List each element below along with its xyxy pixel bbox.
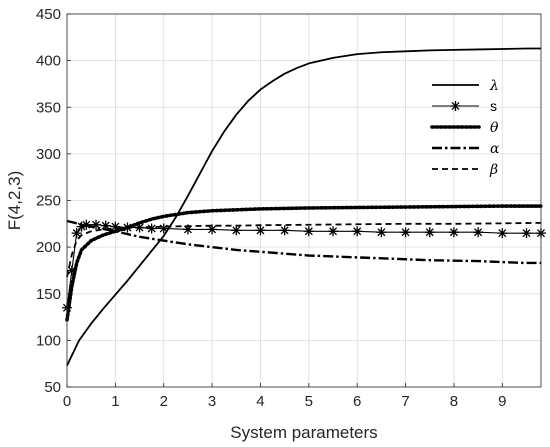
series-line-alpha: [66, 219, 541, 265]
series-marker-s-glyph: [207, 224, 218, 235]
series-marker-s: [497, 228, 508, 239]
series-marker-s-glyph: [91, 219, 102, 230]
x-tick-label: 5: [305, 393, 313, 410]
y-axis-label: F(4,2,3): [5, 171, 24, 231]
legend-marker-s-glyph: [450, 101, 461, 111]
x-tick-label: 2: [160, 393, 168, 410]
series-marker-s-glyph: [76, 221, 87, 232]
series-marker-s: [303, 226, 314, 237]
series-marker-s-glyph: [279, 225, 290, 236]
series-line-lambda: [66, 47, 541, 366]
series-marker-s: [231, 225, 242, 236]
series-marker-s: [158, 223, 169, 234]
series-marker-s-glyph: [424, 227, 435, 238]
series-marker-s-glyph: [146, 223, 157, 234]
series-marker-s-glyph: [400, 227, 411, 238]
x-tick-label: 7: [401, 393, 409, 410]
series-marker-s: [255, 225, 266, 236]
series-marker-s: [448, 227, 459, 238]
series-marker-s-glyph: [303, 226, 314, 237]
series-marker-s: [110, 221, 121, 232]
series-marker-s: [521, 228, 532, 239]
x-tick-label: 6: [353, 393, 361, 410]
y-tick-label: 150: [36, 286, 61, 303]
series-marker-s: [91, 219, 102, 230]
x-tick-label: 8: [450, 393, 458, 410]
series-marker-s: [76, 221, 87, 232]
series-marker-s-glyph: [376, 227, 387, 238]
ticks: 0 1 2 3 4 5 6 7 8 9 50 100 150 200 250 300 350 400 450: [36, 6, 507, 410]
series-marker-s-glyph: [100, 220, 111, 231]
y-tick-label: 250: [36, 193, 61, 210]
series-marker-s-glyph: [231, 225, 242, 236]
y-tick-label: 400: [36, 53, 61, 70]
series-marker-s: [328, 226, 339, 237]
series-marker-s: [473, 227, 484, 238]
series-marker-s-glyph: [158, 223, 169, 234]
legend-label-alpha: α: [490, 141, 500, 157]
x-tick-label: 1: [111, 393, 119, 410]
y-tick-label: 300: [36, 146, 61, 163]
series-marker-s: [71, 228, 82, 239]
series-marker-s-glyph: [352, 226, 363, 237]
x-tick-label: 3: [208, 393, 216, 410]
legend-label-beta: β: [489, 162, 498, 178]
series-marker-s-glyph: [182, 224, 193, 235]
series-marker-s: [146, 223, 157, 234]
series-marker-s: [424, 227, 435, 238]
x-axis-label: System parameters: [230, 423, 377, 442]
series-marker-s-glyph: [66, 265, 77, 276]
y-tick-label: 100: [36, 332, 61, 349]
series-marker-s-glyph: [71, 228, 82, 239]
series-line-beta: [66, 221, 542, 278]
series-line-theta: [65, 204, 543, 322]
legend-label-lambda: λ: [489, 78, 499, 94]
series-marker-s-glyph: [473, 227, 484, 238]
legend-marker-s: [450, 101, 461, 111]
series-marker-s: [182, 224, 193, 235]
series-marker-s: [66, 265, 77, 276]
series-marker-s: [376, 227, 387, 238]
series-marker-s-glyph: [521, 228, 532, 239]
y-tick-label: 350: [36, 99, 61, 116]
series-marker-s: [100, 220, 111, 231]
x-tick-label: 9: [498, 393, 506, 410]
y-tick-label: 200: [36, 239, 61, 256]
legend-label-theta: θ: [490, 120, 499, 136]
y-tick-label: 50: [44, 379, 61, 396]
x-tick-label: 4: [256, 393, 264, 410]
legend-label-s: s: [490, 98, 497, 114]
series-marker-s: [400, 227, 411, 238]
y-tick-label: 450: [36, 6, 61, 23]
series-marker-s: [207, 224, 218, 235]
x-tick-label: 0: [63, 393, 71, 410]
series-marker-s-glyph: [255, 225, 266, 236]
series-marker-s-glyph: [110, 221, 121, 232]
series-marker-s-glyph: [328, 226, 339, 237]
series-marker-s-glyph: [448, 227, 459, 238]
series-marker-s-glyph: [497, 228, 508, 239]
series-marker-s: [352, 226, 363, 237]
series-marker-s: [279, 225, 290, 236]
